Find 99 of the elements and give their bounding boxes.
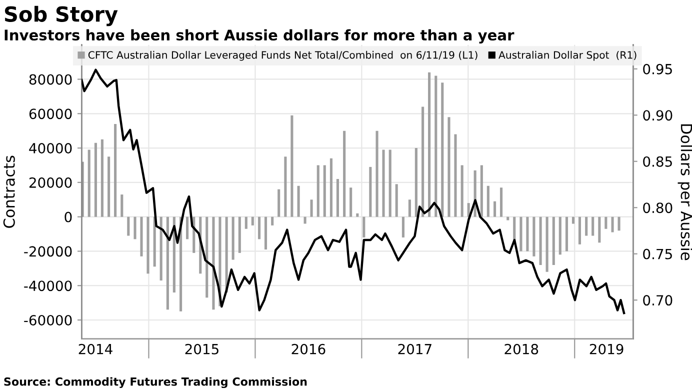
bar xyxy=(546,216,548,272)
bar xyxy=(402,216,404,238)
bar xyxy=(539,216,542,265)
bar xyxy=(238,216,241,253)
bar xyxy=(395,184,398,217)
x-tick-label: 2019 xyxy=(590,344,624,354)
bar xyxy=(94,142,97,217)
bar xyxy=(356,213,359,217)
y-tick-label: -20000 xyxy=(24,246,72,257)
bar xyxy=(258,216,261,240)
bar xyxy=(166,216,169,310)
bar xyxy=(100,139,104,217)
x-tick-label: 2016 xyxy=(292,344,326,354)
chart-subtitle: Investors have been short Aussie dollars for more than a year xyxy=(4,29,514,44)
bar xyxy=(336,178,339,217)
bar xyxy=(388,150,392,217)
bar xyxy=(140,216,143,256)
y2-tick-label: 0.90 xyxy=(643,110,672,121)
y-tick-label: 80000 xyxy=(29,74,72,85)
y2-tick-label: 0.95 xyxy=(643,64,672,74)
bar xyxy=(284,156,287,217)
bar xyxy=(310,200,313,217)
bar xyxy=(506,216,510,220)
y-axis-title: Contracts xyxy=(3,156,15,228)
bar xyxy=(290,115,294,217)
y2-tick-label: 0.85 xyxy=(643,156,672,167)
y2-tick-label: 0.70 xyxy=(643,295,672,306)
bar xyxy=(486,186,490,217)
bar xyxy=(552,216,555,265)
bar xyxy=(362,216,366,238)
y-tick-label: -40000 xyxy=(24,280,72,292)
bar xyxy=(134,216,136,240)
bar xyxy=(146,216,150,274)
legend-label: CFTC Australian Dollar Leveraged Funds Net Total/Combined on 6/11/19 (L1) xyxy=(88,50,478,61)
bar xyxy=(408,200,411,217)
bar xyxy=(454,134,457,217)
y-tick-label: -60000 xyxy=(24,314,72,326)
bar xyxy=(585,216,588,236)
x-tick-label: 2018 xyxy=(504,344,538,354)
bar xyxy=(460,165,464,217)
y2-tick-label: 0.80 xyxy=(643,202,672,214)
bar xyxy=(558,216,562,255)
bar xyxy=(271,216,274,226)
bar xyxy=(120,194,124,217)
x-tick-label: 2017 xyxy=(398,344,432,354)
bar xyxy=(127,216,130,236)
y2-tick-label: 0.75 xyxy=(643,248,672,260)
bar xyxy=(323,165,326,217)
bar xyxy=(618,216,620,231)
bar xyxy=(604,216,608,229)
bar xyxy=(186,216,189,240)
bar xyxy=(434,76,438,217)
bar xyxy=(212,216,215,310)
chart-title: Sob Story xyxy=(4,6,118,26)
bar xyxy=(578,216,582,244)
bar xyxy=(500,188,503,217)
bar xyxy=(598,216,601,243)
y-tick-label: 40000 xyxy=(29,142,72,154)
bar xyxy=(160,216,162,280)
bar xyxy=(428,72,431,217)
bar xyxy=(520,216,522,252)
bar xyxy=(251,216,254,226)
bar xyxy=(422,106,424,217)
bar xyxy=(448,117,450,217)
bar xyxy=(369,166,372,217)
y-tick-label: 60000 xyxy=(29,108,72,120)
bar xyxy=(526,216,529,252)
bar xyxy=(206,216,208,298)
line-series xyxy=(82,68,626,314)
bar xyxy=(414,148,418,217)
bar xyxy=(244,216,248,229)
bar xyxy=(441,82,444,217)
bar xyxy=(232,216,234,260)
legend-label: Australian Dollar Spot (R1) xyxy=(498,50,636,61)
bar xyxy=(532,216,536,256)
bar xyxy=(304,216,306,224)
bar xyxy=(350,188,352,217)
source-note: Source: Commodity Futures Trading Commission xyxy=(4,377,307,388)
x-tick-label: 2015 xyxy=(185,344,218,354)
bar xyxy=(297,186,300,217)
bar xyxy=(88,150,90,217)
bar xyxy=(493,201,496,217)
bar xyxy=(316,165,320,217)
bar xyxy=(480,165,483,217)
y-tick-label: 0 xyxy=(64,212,72,222)
bar xyxy=(376,130,378,217)
bar xyxy=(278,189,280,217)
bar xyxy=(572,216,575,224)
bar xyxy=(108,156,110,217)
bar xyxy=(114,124,117,217)
y-tick-label: 20000 xyxy=(29,177,72,188)
x-tick-label: 2014 xyxy=(78,344,112,354)
bar xyxy=(592,216,594,236)
bar xyxy=(264,216,268,250)
bar xyxy=(343,130,346,217)
bar xyxy=(611,216,614,232)
bar xyxy=(382,150,385,217)
bar xyxy=(330,158,333,217)
bar xyxy=(565,216,568,252)
